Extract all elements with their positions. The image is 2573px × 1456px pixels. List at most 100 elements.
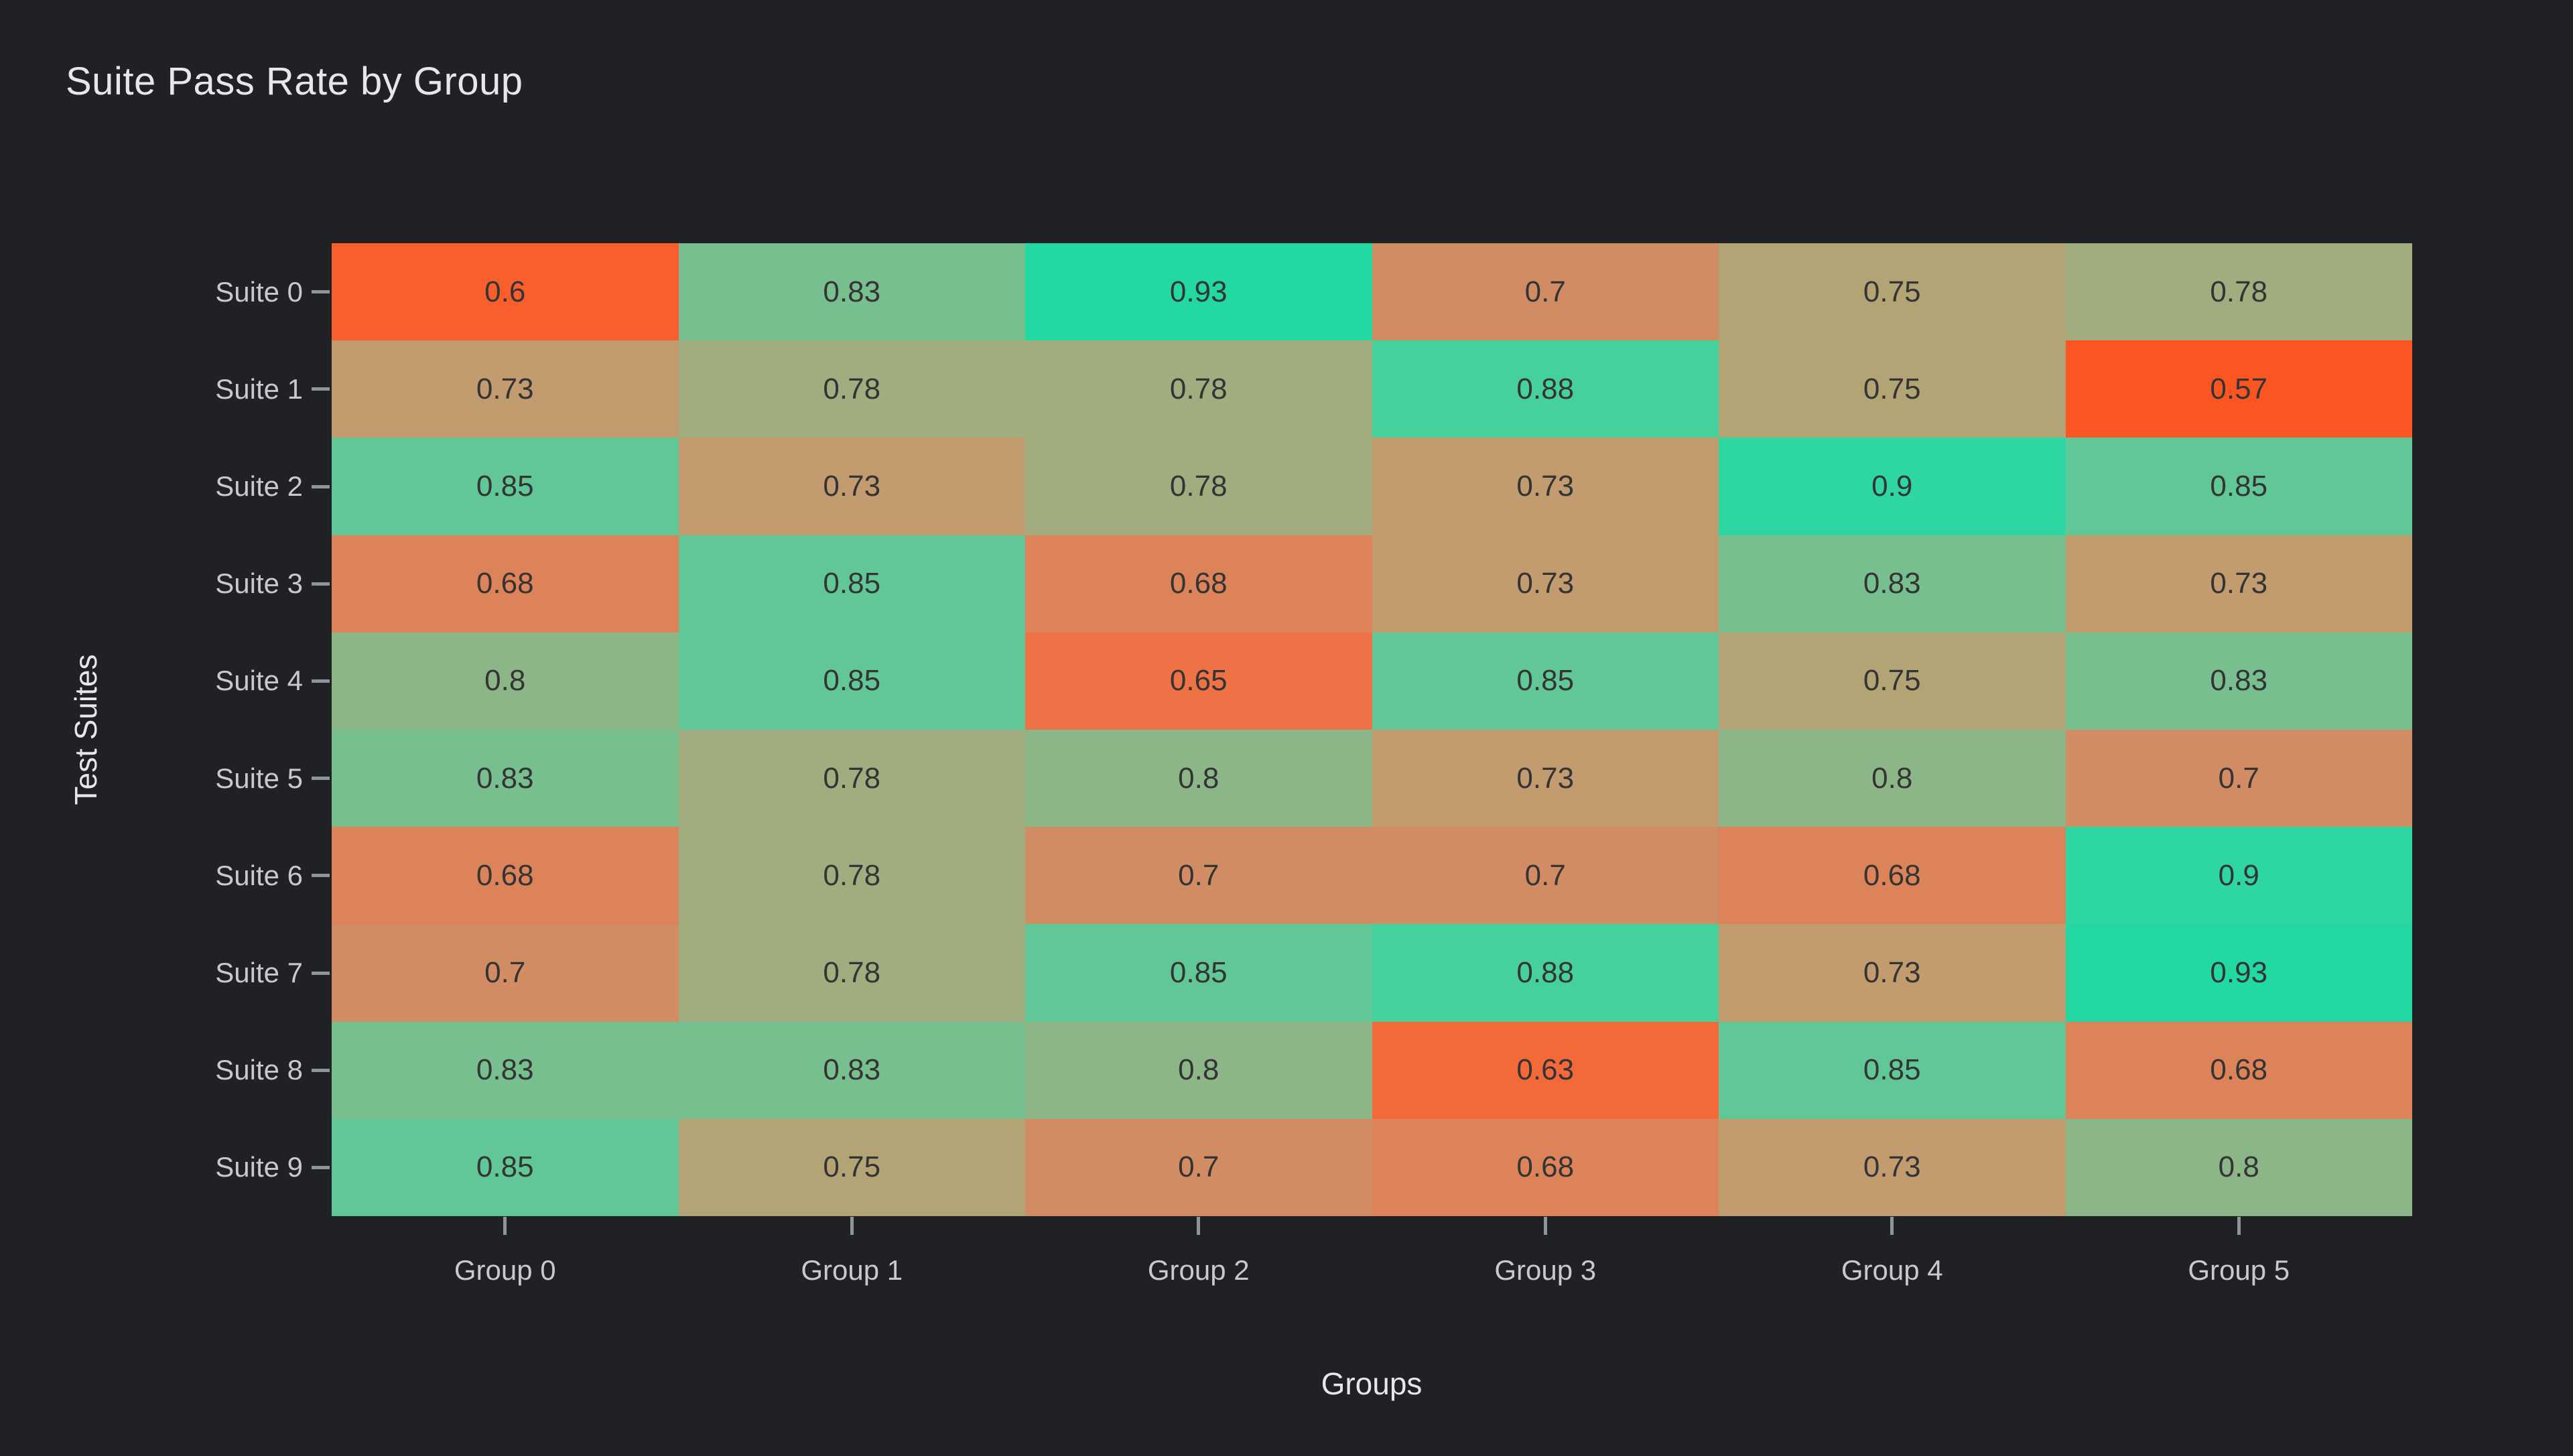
heatmap-cell-value: 0.83 [823, 1053, 881, 1087]
heatmap-cell: 0.78 [678, 340, 1025, 438]
heatmap-cell: 0.75 [1719, 340, 2066, 438]
heatmap-cell-value: 0.8 [2218, 1150, 2259, 1184]
heatmap-cell-value: 0.85 [476, 469, 534, 503]
y-tick-mark [312, 290, 330, 294]
heatmap-cell: 0.85 [1025, 924, 1372, 1022]
y-tick-label: Suite 1 [215, 373, 303, 405]
heatmap-cell-value: 0.78 [823, 372, 881, 405]
heatmap-cell-value: 0.73 [1863, 1150, 1921, 1184]
heatmap-cell: 0.85 [2065, 438, 2412, 535]
heatmap-cell: 0.83 [1719, 535, 2066, 633]
heatmap-cell: 0.75 [1719, 632, 2066, 730]
heatmap-cell: 0.8 [332, 632, 679, 730]
heatmap-cell-value: 0.78 [1169, 469, 1228, 503]
heatmap-grid: 0.6 0.83 0.93 0.7 0.75 0.78 0.73 0.78 0.78 0.88 0.… [332, 243, 2412, 1216]
y-tick-label: Suite 9 [215, 1151, 303, 1183]
heatmap-cell: 0.7 [1025, 1118, 1372, 1216]
x-tick-mark [503, 1217, 507, 1235]
heatmap-cell: 0.73 [1372, 535, 1719, 633]
heatmap-cell: 0.83 [2065, 632, 2412, 730]
heatmap-cell-value: 0.7 [1524, 858, 1566, 892]
heatmap-cell: 0.57 [2065, 340, 2412, 438]
heatmap-cell-value: 0.68 [1169, 567, 1228, 600]
heatmap-cell: 0.73 [2065, 535, 2412, 633]
heatmap-cell: 0.75 [678, 1118, 1025, 1216]
heatmap-cell-value: 0.83 [823, 275, 881, 308]
heatmap-cell: 0.68 [1372, 1118, 1719, 1216]
heatmap-cell-value: 0.65 [1169, 664, 1228, 698]
y-tick-label: Suite 7 [215, 957, 303, 988]
heatmap-cell-value: 0.7 [1178, 1150, 1219, 1184]
heatmap-cell: 0.78 [678, 827, 1025, 925]
heatmap-cell: 0.83 [678, 243, 1025, 341]
heatmap-cell-value: 0.7 [484, 955, 526, 989]
heatmap-cell-value: 0.75 [1863, 664, 1921, 698]
heatmap-cell-value: 0.78 [2210, 275, 2268, 308]
y-tick-label: Suite 3 [215, 568, 303, 600]
heatmap-cell-value: 0.85 [2210, 469, 2268, 503]
x-tick-label: Group 0 [454, 1254, 556, 1286]
x-tick-mark [1197, 1217, 1201, 1235]
heatmap-cell: 0.85 [678, 535, 1025, 633]
heatmap-cell-value: 0.7 [1524, 275, 1566, 308]
heatmap-cell: 0.9 [1719, 438, 2066, 535]
heatmap-cell-value: 0.73 [476, 372, 534, 405]
y-tick-mark [312, 582, 330, 586]
heatmap-cell: 0.8 [1719, 729, 2066, 828]
y-tick-mark [312, 874, 330, 878]
heatmap-cell: 0.85 [678, 632, 1025, 730]
heatmap-cell: 0.83 [332, 729, 679, 828]
heatmap-cell-value: 0.68 [476, 567, 534, 600]
heatmap-cell-value: 0.88 [1516, 372, 1575, 405]
y-tick-mark [312, 484, 330, 488]
heatmap-cell-value: 0.83 [476, 1053, 534, 1087]
heatmap-cell-value: 0.78 [823, 955, 881, 989]
heatmap-cell-value: 0.9 [1871, 469, 1913, 503]
heatmap-cell: 0.7 [1372, 243, 1719, 341]
heatmap-cell: 0.83 [332, 1021, 679, 1119]
heatmap-cell: 0.85 [332, 1118, 679, 1216]
heatmap-cell: 0.93 [2065, 924, 2412, 1022]
x-tick-label: Group 5 [2188, 1254, 2290, 1286]
heatmap-cell-value: 0.68 [476, 858, 534, 892]
heatmap-cell: 0.9 [2065, 827, 2412, 925]
heatmap-cell-value: 0.7 [2218, 761, 2259, 795]
heatmap-cell-value: 0.7 [1178, 858, 1219, 892]
x-tick-label: Group 1 [801, 1254, 903, 1286]
y-tick-label: Suite 5 [215, 762, 303, 794]
heatmap-cell: 0.88 [1372, 340, 1719, 438]
heatmap-cell: 0.63 [1372, 1021, 1719, 1119]
heatmap-cell-value: 0.8 [1178, 1053, 1219, 1087]
heatmap-cell: 0.88 [1372, 924, 1719, 1022]
heatmap-cell: 0.73 [1719, 1118, 2066, 1216]
y-tick-mark [312, 1068, 330, 1072]
y-tick-mark [312, 387, 330, 391]
heatmap-cell: 0.68 [1719, 827, 2066, 925]
x-axis-title: Groups [1321, 1366, 1423, 1401]
heatmap-cell-value: 0.68 [2210, 1053, 2268, 1087]
heatmap-cell: 0.75 [1719, 243, 2066, 341]
y-tick-label: Suite 8 [215, 1054, 303, 1086]
heatmap-cell: 0.68 [1025, 535, 1372, 633]
heatmap-cell-value: 0.63 [1516, 1053, 1575, 1087]
x-tick-mark [850, 1217, 854, 1235]
heatmap-cell: 0.73 [678, 438, 1025, 535]
heatmap-cell: 0.8 [2065, 1118, 2412, 1216]
x-tick-label: Group 2 [1147, 1254, 1250, 1286]
heatmap-cell-value: 0.75 [823, 1150, 881, 1184]
heatmap-cell-value: 0.83 [2210, 664, 2268, 698]
heatmap-cell-value: 0.57 [2210, 372, 2268, 405]
chart-title: Suite Pass Rate by Group [66, 60, 523, 103]
heatmap-cell: 0.7 [2065, 729, 2412, 828]
heatmap-cell-value: 0.83 [476, 761, 534, 795]
heatmap-cell-value: 0.85 [1863, 1053, 1921, 1087]
heatmap-cell-value: 0.85 [1169, 955, 1228, 989]
heatmap-cell-value: 0.8 [1178, 761, 1219, 795]
heatmap-cell-value: 0.6 [484, 275, 526, 308]
heatmap-cell-value: 0.85 [1516, 664, 1575, 698]
heatmap-cell-value: 0.75 [1863, 275, 1921, 308]
x-tick-mark [1890, 1217, 1894, 1235]
heatmap-cell-value: 0.73 [2210, 567, 2268, 600]
heatmap-cell: 0.83 [678, 1021, 1025, 1119]
heatmap-cell-value: 0.85 [823, 664, 881, 698]
